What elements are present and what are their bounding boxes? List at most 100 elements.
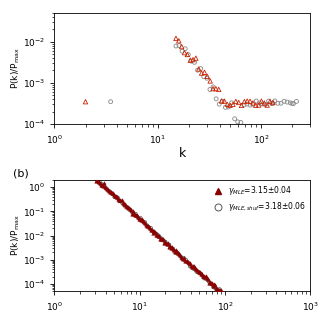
Point xyxy=(239,103,244,108)
Point xyxy=(101,183,106,188)
Point xyxy=(247,316,252,320)
Point xyxy=(182,50,187,55)
Point xyxy=(121,201,126,206)
Point xyxy=(160,237,165,242)
Point xyxy=(126,205,131,210)
Point xyxy=(238,307,243,312)
Point xyxy=(138,217,143,222)
Point xyxy=(272,98,277,103)
Point xyxy=(209,281,214,286)
Point xyxy=(185,52,190,57)
Point xyxy=(232,301,237,307)
Point xyxy=(109,190,114,196)
Point xyxy=(108,99,113,104)
Point xyxy=(268,99,273,104)
Point xyxy=(211,285,216,290)
Point xyxy=(207,87,212,92)
Point xyxy=(168,244,173,249)
Point xyxy=(195,268,200,273)
Point xyxy=(202,275,207,280)
Point xyxy=(174,249,179,254)
Point xyxy=(228,297,234,302)
Point xyxy=(124,204,130,210)
Point xyxy=(150,228,156,234)
Point xyxy=(213,286,219,291)
Point xyxy=(213,286,218,292)
Point xyxy=(117,199,122,204)
Point xyxy=(140,219,145,224)
Point xyxy=(96,179,101,184)
Point xyxy=(92,174,98,180)
Point xyxy=(120,200,125,205)
Point xyxy=(176,43,181,48)
Point xyxy=(230,102,236,107)
Point xyxy=(245,315,250,320)
Point xyxy=(185,260,190,265)
Point xyxy=(212,283,218,288)
Point xyxy=(181,256,186,261)
Point xyxy=(266,99,271,104)
Point xyxy=(199,271,204,276)
Point xyxy=(112,193,117,198)
Point xyxy=(194,269,199,275)
Point xyxy=(192,60,197,65)
Point xyxy=(160,236,165,241)
Point xyxy=(143,220,148,225)
Point xyxy=(257,100,262,106)
Point xyxy=(162,239,167,244)
Point xyxy=(115,195,120,200)
Point xyxy=(178,254,183,259)
Point xyxy=(106,188,111,193)
Point xyxy=(225,299,230,304)
Point xyxy=(210,284,215,289)
Point xyxy=(239,308,244,314)
Point xyxy=(130,209,135,214)
Point xyxy=(237,303,242,308)
Point xyxy=(142,220,147,226)
Point xyxy=(202,276,207,281)
Point xyxy=(228,298,233,303)
Point xyxy=(125,205,131,210)
Point xyxy=(231,300,236,305)
Point xyxy=(128,207,133,212)
Point xyxy=(140,219,145,224)
Point xyxy=(139,217,144,222)
Point xyxy=(117,197,122,203)
Point xyxy=(208,281,213,286)
Point xyxy=(242,312,247,317)
Point xyxy=(170,246,175,252)
Point xyxy=(199,272,204,277)
Point xyxy=(235,305,240,310)
Point xyxy=(224,293,229,298)
Point xyxy=(193,266,198,271)
Point xyxy=(219,291,224,296)
Point xyxy=(254,99,259,104)
Point xyxy=(102,184,107,189)
Point xyxy=(192,265,197,270)
Point xyxy=(190,266,195,271)
Point xyxy=(163,239,168,244)
Point xyxy=(249,317,254,320)
Point xyxy=(227,298,232,303)
Point xyxy=(246,314,251,319)
Point xyxy=(243,313,248,318)
Point xyxy=(247,99,252,104)
Point xyxy=(183,46,188,51)
Point xyxy=(176,250,181,255)
Point xyxy=(196,67,201,72)
Point xyxy=(163,240,168,245)
Point xyxy=(251,102,256,107)
Point xyxy=(104,186,109,191)
Point xyxy=(108,189,113,194)
Point xyxy=(189,264,194,269)
Point xyxy=(164,241,169,246)
Point xyxy=(96,180,101,186)
Point xyxy=(131,211,136,216)
Point xyxy=(197,271,202,276)
Point xyxy=(203,274,208,279)
Point xyxy=(132,212,137,217)
Point xyxy=(241,309,246,314)
Point xyxy=(189,264,194,269)
Point xyxy=(215,287,220,292)
Point xyxy=(238,120,244,125)
